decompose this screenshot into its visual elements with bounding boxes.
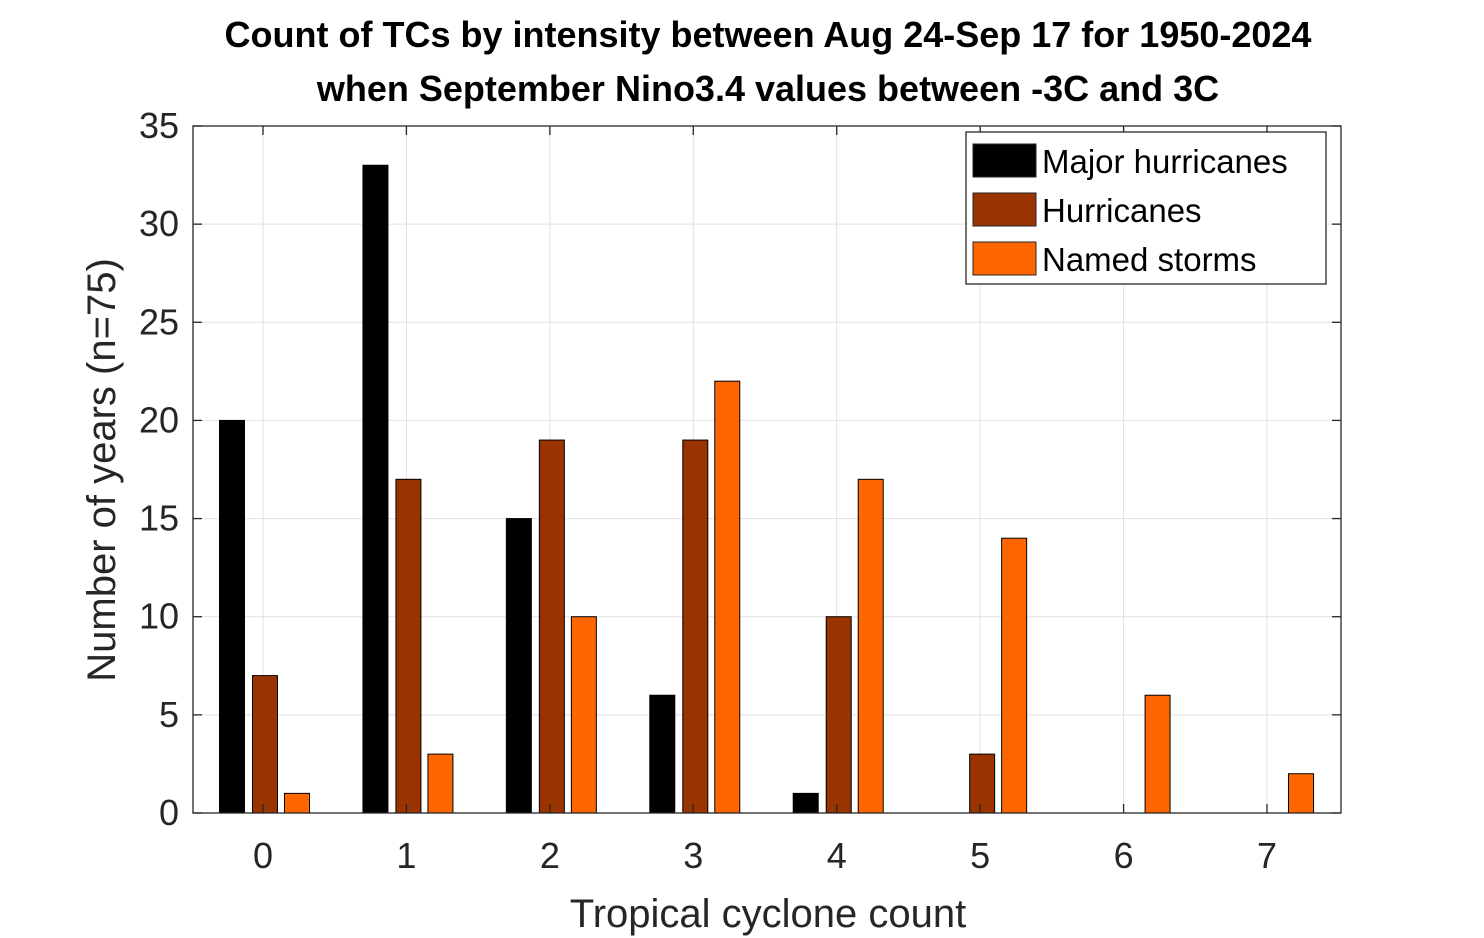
- y-tick-label: 0: [159, 792, 179, 833]
- bar-named-storms-1: [427, 753, 454, 814]
- x-tick-label: 0: [253, 835, 273, 876]
- bar-hurricanes-0: [252, 675, 278, 814]
- bar-named-storms-0: [284, 792, 310, 814]
- x-tick-label: 6: [1114, 835, 1134, 876]
- y-tick-label: 30: [139, 203, 179, 244]
- y-axis-label: Number of years (n=75): [80, 258, 124, 682]
- bar-major-hurricanes-4: [792, 792, 819, 814]
- y-tick-label: 15: [139, 498, 179, 539]
- bar-major-hurricanes-1: [362, 164, 389, 814]
- legend-label-named-storms: Named storms: [1042, 241, 1257, 278]
- bar-major-hurricanes-2: [505, 518, 532, 814]
- legend-label-major-hurricanes: Major hurricanes: [1042, 143, 1288, 180]
- plot-frame: [192, 125, 1342, 814]
- legend-swatch-major-hurricanes: [972, 143, 1037, 178]
- bar-hurricanes-4: [825, 616, 852, 814]
- x-tick-label: 3: [683, 835, 703, 876]
- bar-named-storms-4: [857, 478, 884, 814]
- bar-hurricanes-2: [538, 439, 565, 814]
- x-tick-label: 2: [540, 835, 560, 876]
- y-tick-label: 10: [139, 596, 179, 637]
- legend: Major hurricanes Hurricanes Named storms: [965, 131, 1327, 285]
- chart-title-line-2: when September Nino3.4 values between -3…: [316, 68, 1219, 109]
- y-tick-label: 20: [139, 399, 179, 440]
- y-tick-label: 25: [139, 301, 179, 342]
- chart-title-line-1: Count of TCs by intensity between Aug 24…: [225, 14, 1312, 55]
- bar-major-hurricanes-3: [649, 694, 676, 814]
- bar-named-storms-6: [1144, 694, 1171, 814]
- bar-hurricanes-5: [969, 753, 996, 814]
- legend-label-hurricanes: Hurricanes: [1042, 192, 1202, 229]
- legend-swatch-named-storms: [972, 241, 1037, 276]
- bar-named-storms-2: [570, 616, 597, 814]
- x-tick-label: 1: [396, 835, 416, 876]
- x-tick-label: 5: [970, 835, 990, 876]
- y-tick-label: 35: [139, 105, 179, 146]
- bar-hurricanes-1: [395, 478, 422, 814]
- bar-hurricanes-3: [682, 439, 709, 814]
- bar-named-storms-5: [1001, 537, 1028, 814]
- x-tick-label: 7: [1257, 835, 1277, 876]
- bar-major-hurricanes-0: [219, 419, 245, 814]
- legend-swatch-hurricanes: [972, 192, 1037, 227]
- bar-named-storms-3: [714, 380, 741, 814]
- bars: [219, 164, 1315, 814]
- x-axis-label: Tropical cyclone count: [570, 892, 966, 936]
- y-tick-label: 5: [159, 694, 179, 735]
- ticks: 0 5 10 15 20 25 30 35 0 1 2 3 4 5 6 7: [139, 105, 1341, 876]
- bar-named-storms-7: [1288, 773, 1315, 814]
- x-tick-label: 4: [827, 835, 847, 876]
